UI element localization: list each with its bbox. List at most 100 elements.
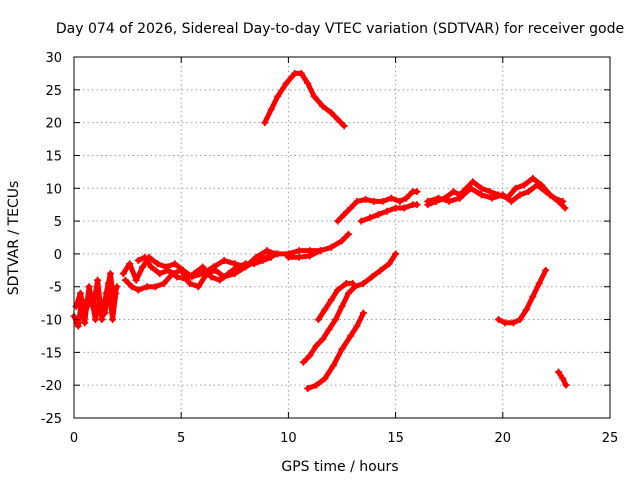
- series-line-6: [262, 70, 347, 129]
- data-point: [312, 342, 320, 350]
- data-point: [160, 279, 168, 287]
- data-point: [173, 273, 181, 281]
- data-point: [338, 237, 346, 245]
- series-line-7: [335, 189, 420, 224]
- data-point: [392, 250, 400, 258]
- data-point: [267, 253, 275, 261]
- y-tick-label: 30: [45, 51, 62, 66]
- data-point: [344, 230, 352, 238]
- data-point: [207, 273, 215, 281]
- data-point: [340, 211, 348, 219]
- data-point: [525, 188, 533, 196]
- x-tick-label: 25: [602, 431, 619, 446]
- data-point: [139, 263, 147, 271]
- data-point: [542, 188, 550, 196]
- data-point: [529, 174, 537, 182]
- data-point: [85, 283, 93, 291]
- data-point: [338, 345, 346, 353]
- data-point: [96, 296, 104, 304]
- data-point: [559, 197, 567, 205]
- data-point: [522, 306, 530, 314]
- data-point: [477, 191, 485, 199]
- data-point: [319, 335, 327, 343]
- data-point: [261, 119, 269, 127]
- x-tick-label: 0: [70, 431, 78, 446]
- data-point: [74, 322, 82, 330]
- data-point: [510, 319, 518, 327]
- y-tick-label: -5: [49, 281, 62, 296]
- data-point: [353, 197, 361, 205]
- data-point: [353, 322, 361, 330]
- y-tick-label: 25: [45, 84, 62, 99]
- data-point: [98, 316, 106, 324]
- data-point: [507, 197, 515, 205]
- data-point: [282, 79, 290, 87]
- y-tick-label: 20: [45, 117, 62, 132]
- series-line-14: [496, 267, 549, 326]
- x-tick-label: 5: [177, 431, 185, 446]
- series-line-11: [300, 251, 399, 365]
- data-point: [370, 197, 378, 205]
- data-point: [104, 279, 112, 287]
- data-point: [250, 260, 258, 268]
- data-point: [304, 79, 312, 87]
- data-point: [263, 247, 271, 255]
- data-point: [529, 293, 537, 301]
- data-point: [134, 286, 142, 294]
- y-tick-label: -20: [41, 379, 62, 394]
- data-point: [128, 283, 136, 291]
- data-point: [224, 270, 232, 278]
- data-point: [295, 247, 303, 255]
- data-point: [495, 316, 503, 324]
- data-point: [252, 253, 260, 261]
- data-point: [387, 194, 395, 202]
- y-tick-label: 15: [45, 149, 62, 164]
- data-point: [171, 260, 179, 268]
- axis-ticks: 0 5 10 15 20 25 -25 -20 -15 -10 -5 0 5 10 15 20 25 30: [41, 51, 619, 446]
- data-point: [332, 316, 340, 324]
- data-point: [396, 197, 404, 205]
- data-point: [147, 263, 155, 271]
- data-point: [357, 217, 365, 225]
- data-point: [299, 358, 307, 366]
- data-point: [349, 279, 357, 287]
- data-point: [488, 194, 496, 202]
- data-point: [295, 253, 303, 261]
- data-point: [347, 204, 355, 212]
- data-point: [87, 293, 95, 301]
- data-point: [550, 194, 558, 202]
- y-tick-label: 0: [54, 248, 62, 263]
- data-point: [306, 252, 314, 260]
- data-point: [81, 319, 89, 327]
- data-point: [199, 263, 207, 271]
- data-point: [181, 275, 189, 283]
- series-line-1: [73, 280, 119, 322]
- data-point: [304, 384, 312, 392]
- data-point: [344, 289, 352, 297]
- data-point: [424, 197, 432, 205]
- data-point: [306, 352, 314, 360]
- y-tick-label: -15: [41, 346, 62, 361]
- data-point: [562, 381, 570, 389]
- data-point: [535, 279, 543, 287]
- data-point: [310, 92, 318, 100]
- data-point: [520, 181, 528, 189]
- data-point: [449, 188, 457, 196]
- data-point: [220, 256, 228, 264]
- chart-title: Day 074 of 2026, Sidereal Day-to-day VTE…: [56, 21, 624, 37]
- data-point: [312, 381, 320, 389]
- data-point: [314, 316, 322, 324]
- data-point: [334, 115, 342, 123]
- data-point: [327, 243, 335, 251]
- data-point: [533, 181, 541, 189]
- data-point: [329, 361, 337, 369]
- data-point: [516, 316, 524, 324]
- y-tick-label: 5: [54, 215, 62, 230]
- data-point: [542, 266, 550, 274]
- data-point: [317, 247, 325, 255]
- data-point: [109, 316, 117, 324]
- data-point: [151, 283, 159, 291]
- data-point: [121, 276, 129, 284]
- x-tick-label: 20: [495, 431, 512, 446]
